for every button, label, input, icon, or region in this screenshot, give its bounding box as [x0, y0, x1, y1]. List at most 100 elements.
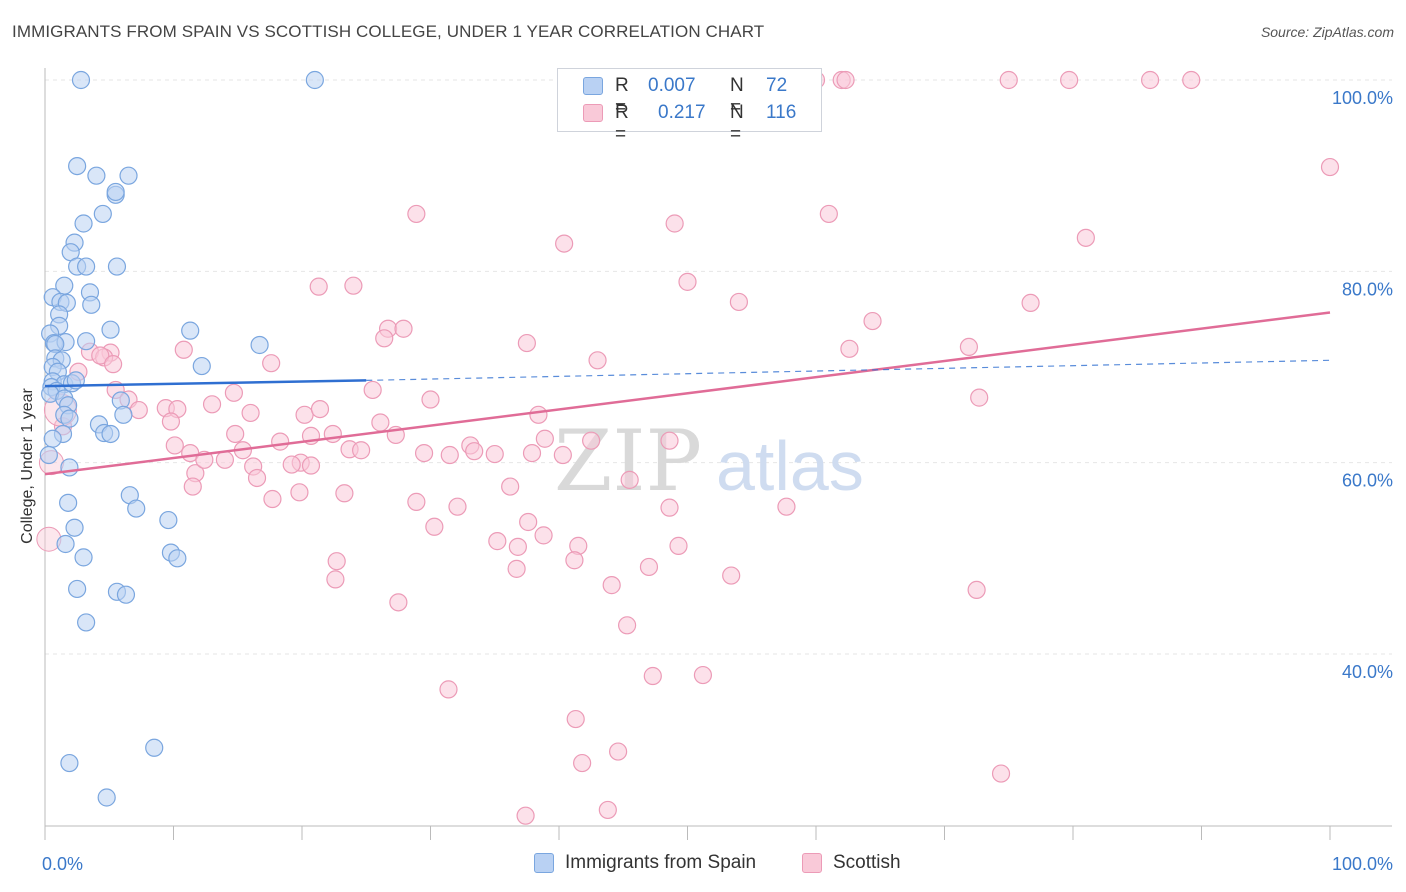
spain-point	[106, 182, 125, 202]
scottish-point	[224, 383, 243, 402]
legend-label-spain: Immigrants from Spain	[565, 852, 757, 873]
scottish-point	[414, 444, 434, 463]
legend-r-label: R =	[615, 75, 629, 118]
spain-point	[60, 753, 79, 773]
scottish-point	[582, 431, 601, 450]
legend-r-label: R =	[615, 102, 629, 145]
scottish-point	[104, 355, 123, 374]
scottish-point	[553, 445, 572, 465]
spain-point	[192, 356, 211, 376]
legend-label-scottish: Scottish	[833, 852, 901, 873]
spain-point	[60, 458, 79, 477]
spain-point	[68, 157, 87, 176]
scottish-point	[501, 477, 520, 496]
y-tick-label: 80.0%	[1342, 279, 1393, 299]
scottish-point	[535, 429, 554, 448]
legend-n-label: N =	[730, 75, 744, 118]
scottish-point	[555, 234, 574, 253]
scottish-point	[588, 351, 607, 370]
scottish-point	[609, 742, 628, 761]
scottish-point	[290, 483, 309, 502]
scottish-point	[819, 204, 838, 224]
scottish-point	[352, 441, 371, 460]
legend-n-value: 116	[766, 102, 797, 123]
scottish-point	[407, 492, 426, 511]
chart-title: IMMIGRANTS FROM SPAIN VS SCOTTISH COLLEG…	[12, 22, 765, 41]
scottish-point	[967, 580, 986, 600]
scottish-point	[602, 576, 621, 595]
scottish-point	[271, 432, 290, 451]
scottish-point	[669, 536, 688, 555]
spain-point	[65, 518, 84, 537]
scottish-point	[991, 764, 1011, 783]
scottish-point	[1320, 157, 1340, 177]
scottish-point	[508, 537, 527, 556]
scottish-point	[344, 276, 363, 295]
scottish-point	[522, 444, 542, 463]
scottish-point	[516, 806, 535, 825]
scottish-point	[1182, 70, 1201, 90]
scottish-point	[598, 800, 617, 820]
scottish-point	[202, 395, 222, 414]
watermark-zip: ZIP	[554, 412, 702, 510]
spain-point	[59, 493, 78, 512]
scottish-point	[363, 380, 382, 400]
spain-trend-extension	[366, 359, 1331, 381]
scottish-point	[183, 477, 202, 496]
scottish-point	[310, 399, 330, 419]
spain-point	[77, 613, 96, 632]
scottish-point	[174, 340, 193, 359]
spain-point	[77, 332, 96, 351]
scottish-point	[1076, 228, 1095, 247]
legend-swatch-scottish	[802, 853, 822, 873]
spain-point	[39, 445, 58, 465]
scottish-point	[488, 532, 507, 551]
scottish-point	[999, 70, 1018, 90]
scottish-point	[618, 616, 637, 635]
scottish-point	[639, 557, 659, 577]
spain-point	[159, 510, 178, 530]
spain-point	[168, 549, 187, 568]
legend-n-label: N =	[730, 102, 744, 145]
scottish-point	[394, 319, 413, 338]
spain-point	[43, 429, 62, 448]
spain-point	[116, 585, 136, 604]
scottish-point	[161, 412, 181, 431]
scottish-point	[693, 665, 713, 685]
spain-point	[68, 579, 87, 599]
scottish-point	[262, 354, 281, 373]
scottish-point	[529, 405, 548, 424]
scottish-point	[507, 559, 526, 578]
scottish-point	[226, 424, 245, 444]
scottish-point	[840, 339, 859, 358]
spain-point	[101, 320, 120, 339]
scottish-point	[863, 311, 882, 331]
scottish-point	[129, 400, 148, 420]
scottish-point	[566, 709, 585, 729]
scottish-point	[777, 497, 796, 516]
scottish-point	[282, 455, 301, 474]
legend-swatch-spain	[583, 77, 603, 95]
spain-point	[119, 166, 138, 185]
gridlines	[45, 79, 1392, 655]
scottish-point	[309, 277, 328, 296]
scottish-point	[1140, 70, 1160, 90]
spain-point	[114, 405, 133, 424]
spain-points	[39, 70, 324, 807]
scottish-point	[1021, 293, 1040, 313]
spain-point	[60, 409, 79, 428]
scottish-point	[91, 346, 110, 365]
spain-point	[82, 295, 101, 314]
scottish-point	[970, 388, 989, 407]
scottish-point	[660, 498, 679, 517]
scottish-point	[620, 470, 639, 489]
scottish-point	[326, 570, 345, 589]
scottish-point	[439, 680, 458, 699]
stats-legend: R = 0.007 N = 72 R = 0.217 N = 116	[557, 68, 822, 145]
legend-r-value: 0.007	[648, 75, 696, 96]
legend-swatch-scottish	[583, 104, 603, 122]
spain-point	[181, 321, 200, 340]
scottish-point	[660, 431, 679, 450]
spain-point	[77, 257, 96, 276]
